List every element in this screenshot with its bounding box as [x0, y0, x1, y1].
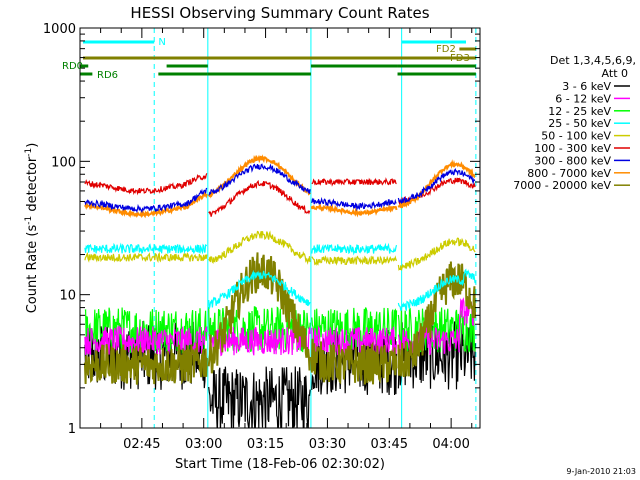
- series-300to800keV: [84, 163, 476, 214]
- series-line: [84, 324, 208, 356]
- series-800to7000keV: [84, 154, 476, 219]
- series-25to50keV: [84, 242, 476, 312]
- series-line: [310, 203, 398, 218]
- legend-label: 50 - 100 keV: [541, 130, 611, 143]
- series-line: [311, 255, 398, 266]
- flag-label-RD0: RD0: [62, 61, 83, 72]
- series-line: [397, 167, 476, 205]
- x-tick-label: 02:45: [123, 437, 160, 452]
- plot-frame: [79, 27, 481, 429]
- series-line: [84, 242, 208, 255]
- x-tick-label: 03:00: [185, 437, 222, 452]
- series-line: [397, 159, 476, 209]
- series-line: [83, 342, 208, 385]
- legend-label: 12 - 25 keV: [548, 105, 611, 118]
- legend-label: 100 - 300 keV: [534, 142, 611, 155]
- series-line: [208, 230, 311, 265]
- legend-label: 25 - 50 keV: [548, 117, 611, 130]
- y-axis-label: Count Rate (s-1 detector-1): [24, 143, 40, 314]
- x-axis: 02:45 03:00 03:15 03:30 03:45 04:00: [100, 28, 473, 452]
- x-axis-label: Start Time (18-Feb-06 02:30:02): [175, 457, 385, 472]
- legend-header-attenuator: Att 0: [602, 67, 628, 80]
- series-line: [310, 338, 398, 385]
- legend-label: 7000 - 20000 keV: [513, 179, 611, 192]
- flag-label-FD2: FD2: [436, 44, 456, 55]
- y-tick-label: 10: [59, 289, 76, 304]
- series-line: [208, 179, 311, 217]
- series-line: [311, 242, 398, 256]
- plot-area: [80, 28, 477, 428]
- series-line: [311, 196, 397, 212]
- series-line: [397, 268, 476, 312]
- series-line: [207, 252, 312, 374]
- series-line: [84, 191, 208, 219]
- y-tick-label: 1000: [43, 22, 76, 37]
- x-tick-label: 03:45: [371, 437, 408, 452]
- legend-label: 800 - 7000 keV: [527, 167, 611, 180]
- series-line: [84, 251, 208, 263]
- series-line: [208, 366, 311, 428]
- series-line: [311, 177, 397, 187]
- series-50to100keV: [84, 230, 476, 271]
- y-tick-label: 100: [51, 155, 76, 170]
- series-line: [84, 173, 208, 196]
- legend-label: 300 - 800 keV: [534, 154, 611, 167]
- x-tick-label: 03:30: [309, 437, 346, 452]
- x-tick-label: 04:00: [432, 437, 469, 452]
- chart-title: HESSI Observing Summary Count Rates: [130, 4, 429, 22]
- legend-label: 3 - 6 keV: [562, 80, 611, 93]
- y-tick-label: 1: [68, 422, 76, 437]
- series-line: [397, 237, 476, 271]
- series-line: [208, 163, 311, 196]
- series-line: [208, 269, 311, 309]
- flag-label-RD6: RD6: [97, 70, 118, 81]
- x-tick-label: 03:15: [247, 437, 284, 452]
- flag-label-N: N: [158, 37, 165, 48]
- legend-label: 6 - 12 keV: [555, 92, 611, 105]
- series-line: [84, 187, 208, 214]
- legend-header-detectors: Det 1,3,4,5,6,9,: [550, 54, 636, 67]
- flag-label-FD3: FD3: [450, 53, 470, 64]
- y-axis: 1 10 100 1000: [43, 22, 480, 437]
- flag-bars: [80, 40, 476, 76]
- footer-timestamp: 9-Jan-2010 21:03: [566, 467, 636, 476]
